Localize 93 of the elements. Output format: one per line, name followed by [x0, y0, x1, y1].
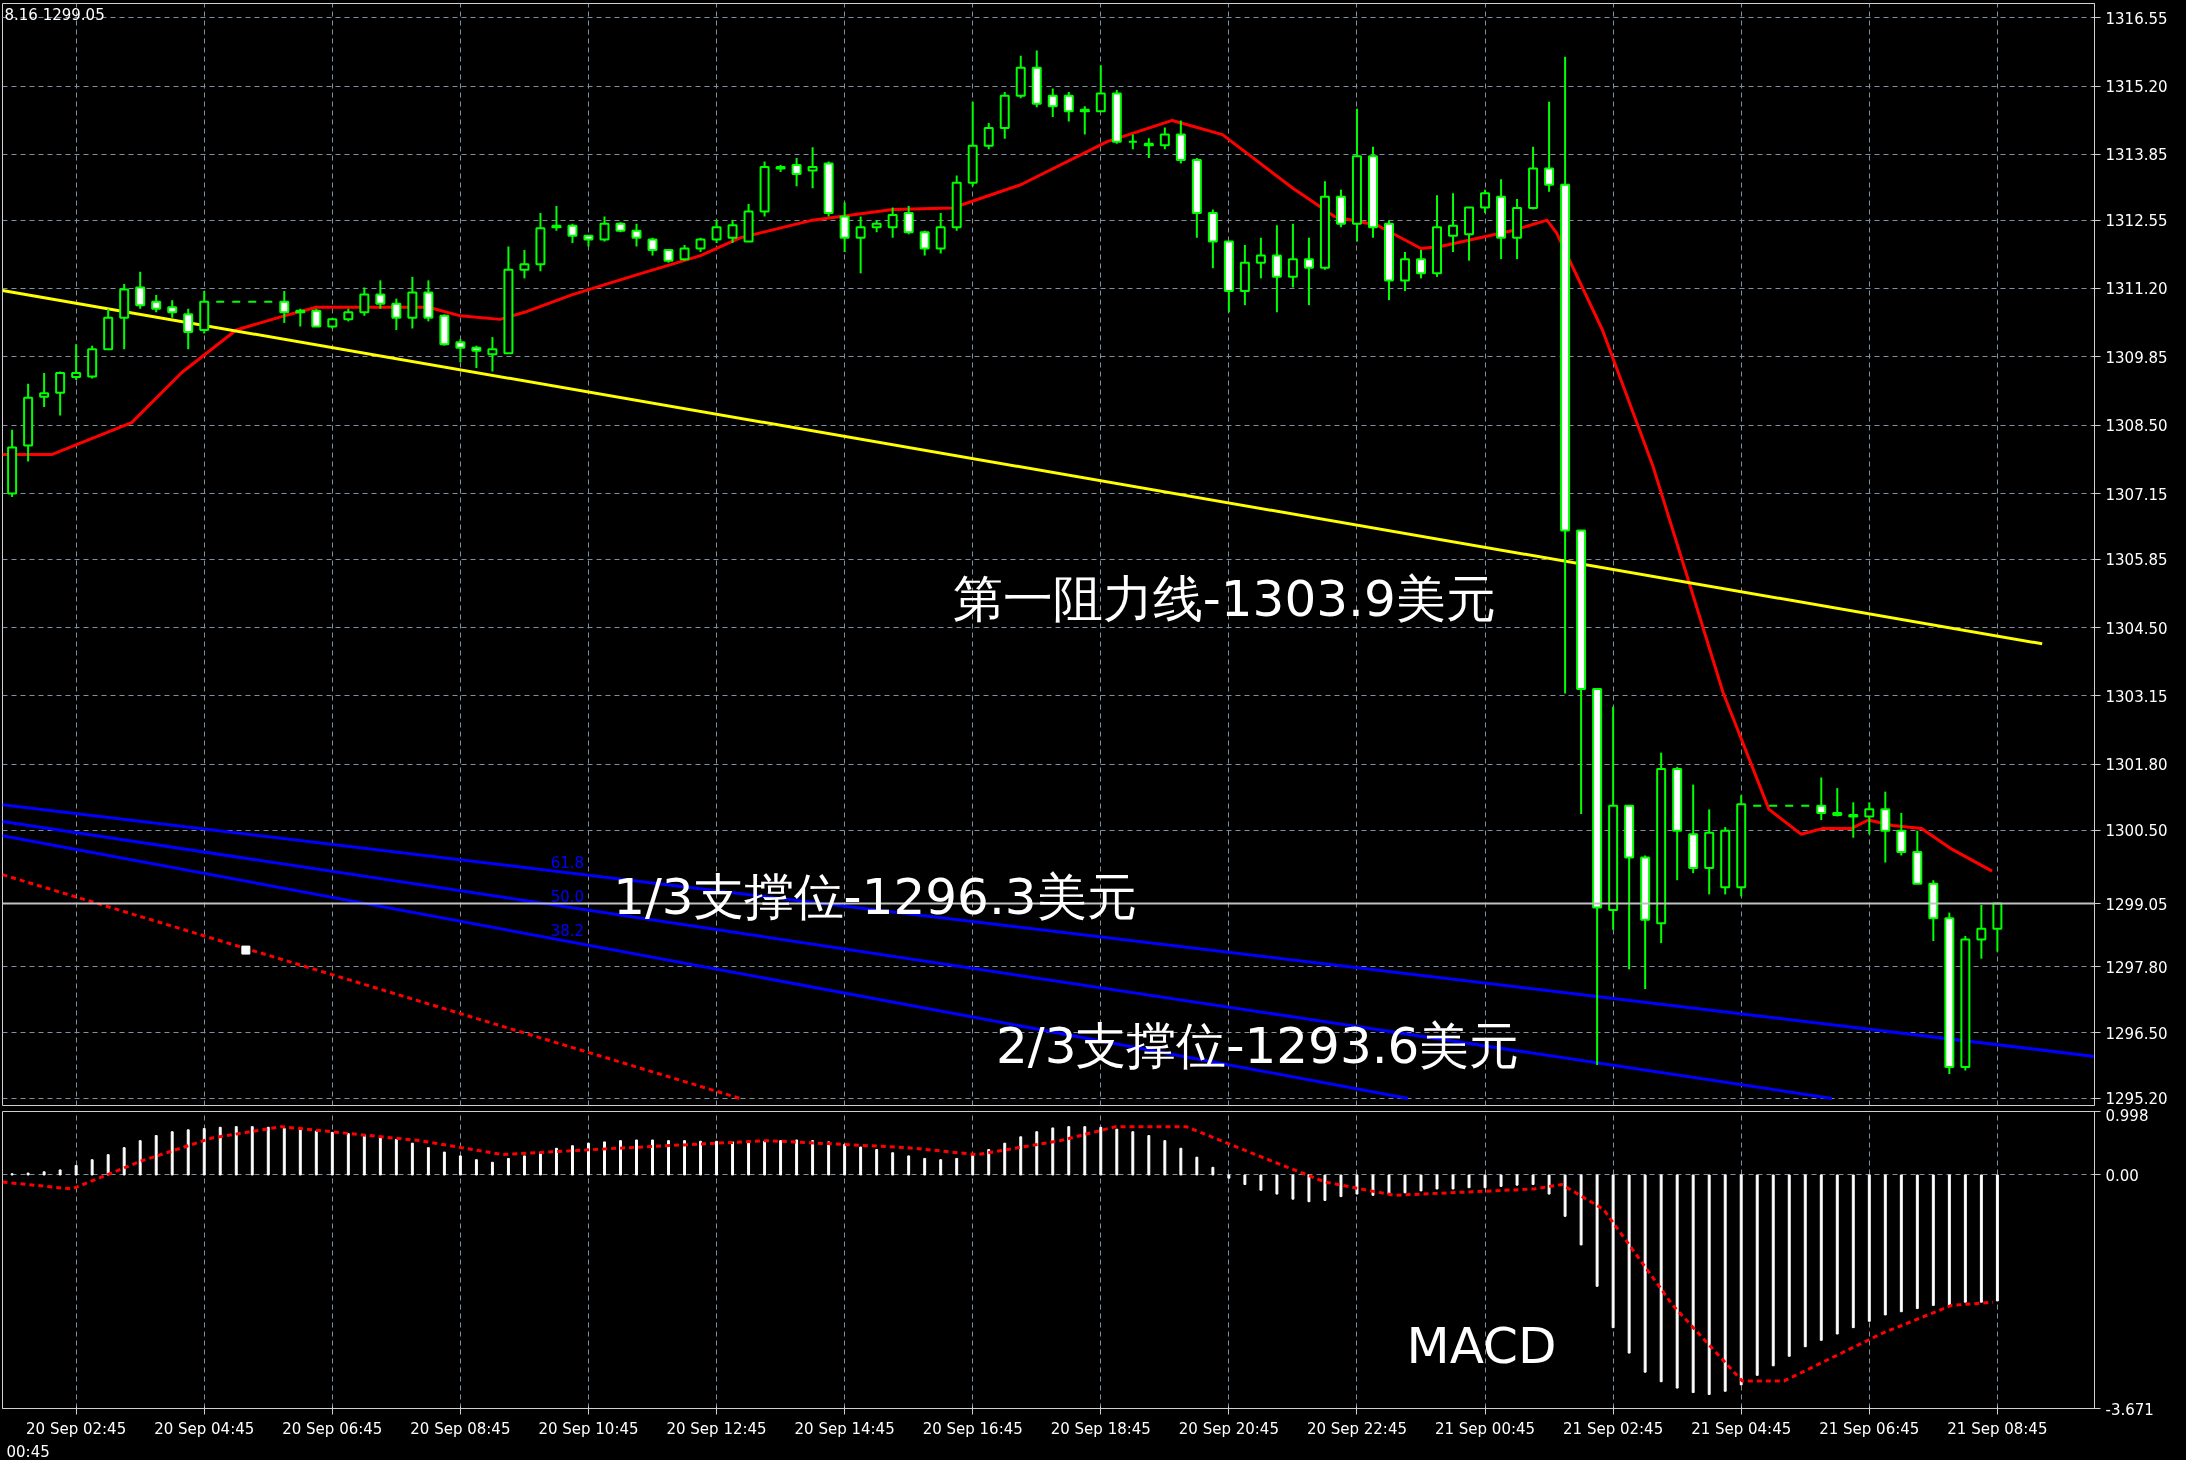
candlestick	[1047, 87, 1058, 118]
x-tick-label: 20 Sep 16:45	[922, 1419, 1023, 1438]
y-tick-label: 1312.55	[2105, 212, 2168, 231]
candlestick	[55, 370, 66, 417]
x-tick-label: 20 Sep 12:45	[666, 1419, 767, 1438]
candlestick	[631, 222, 642, 248]
candlestick	[1416, 249, 1427, 280]
candlestick	[839, 201, 850, 254]
candlestick	[1255, 236, 1266, 280]
y-tick-label: 1296.50	[2105, 1024, 2168, 1043]
y-tick-label: 1301.80	[2105, 756, 2168, 775]
candlestick	[903, 204, 914, 236]
y-tick-label: 1316.55	[2105, 9, 2168, 28]
candlestick	[1832, 787, 1843, 818]
candlestick	[1896, 811, 1907, 857]
candlestick	[887, 206, 898, 239]
candlestick	[1143, 137, 1154, 159]
annotation: MACD	[1406, 1317, 1557, 1376]
candlestick	[1271, 224, 1282, 314]
candlestick	[599, 215, 610, 243]
candlestick	[567, 222, 578, 244]
text: 00:45	[6, 1442, 50, 1461]
x-tick-label: 20 Sep 02:45	[26, 1419, 127, 1438]
series-label: 61.8	[550, 853, 585, 872]
y-tick-label: 1308.50	[2105, 417, 2168, 436]
y-tick-label: 1313.85	[2105, 146, 2168, 165]
y-tick-label: 1311.20	[2105, 280, 2168, 299]
x-tick-label: 21 Sep 08:45	[1947, 1419, 2048, 1438]
candlestick	[1399, 251, 1410, 293]
y-tick-label: 1300.50	[2105, 822, 2168, 841]
candlestick	[135, 270, 146, 310]
candlestick	[375, 279, 386, 310]
x-tick-label: 21 Sep 00:45	[1434, 1419, 1536, 1438]
y-tick-label: 1309.85	[2105, 348, 2168, 367]
candlestick	[183, 307, 194, 351]
x-tick-label: 20 Sep 04:45	[154, 1419, 255, 1438]
candlestick	[1864, 801, 1875, 836]
y-tick-label: 1295.20	[2105, 1090, 2168, 1109]
candlestick	[551, 204, 562, 232]
candlestick	[279, 290, 290, 324]
candlestick	[1079, 105, 1090, 136]
x-tick-label: 20 Sep 06:45	[282, 1419, 383, 1438]
y-tick-label: 1304.50	[2105, 619, 2168, 638]
candlestick	[935, 212, 946, 255]
candlestick	[807, 146, 818, 190]
series-label: 50.0	[550, 888, 585, 907]
candlestick	[1063, 91, 1074, 123]
y-tick-label: 1303.15	[2105, 687, 2168, 706]
series-label: 38.2	[550, 922, 585, 941]
candlestick	[39, 372, 50, 408]
candlestick	[391, 297, 402, 331]
y-tick-label: -3.671	[2105, 1400, 2154, 1419]
y-tick-label: 1305.85	[2105, 551, 2168, 570]
candlestick	[455, 338, 466, 364]
y-tick-label: 1315.20	[2105, 78, 2168, 97]
candlestick	[1287, 222, 1298, 289]
candlestick	[1095, 64, 1106, 113]
candlestick	[1480, 188, 1491, 215]
x-tick-label: 20 Sep 22:45	[1306, 1419, 1408, 1438]
annotation: 8.16 1299.05	[4, 5, 105, 24]
y-tick-label: 1307.15	[2105, 485, 2168, 504]
y-tick-label: 0.998	[2105, 1106, 2149, 1125]
candlestick	[1159, 126, 1170, 151]
candlestick	[1544, 100, 1555, 193]
y-tick-label: 0.00	[2105, 1166, 2139, 1185]
candlestick	[1976, 904, 1987, 960]
x-tick-label: 21 Sep 06:45	[1819, 1419, 1920, 1438]
annotation: 第一阻力线-1303.9美元	[952, 569, 1496, 628]
x-tick-label: 20 Sep 14:45	[794, 1419, 895, 1438]
x-tick-label: 20 Sep 08:45	[410, 1419, 511, 1438]
candlestick	[359, 286, 370, 317]
candlestick	[1816, 776, 1827, 821]
ref-line-label: 1299.05	[2105, 895, 2168, 914]
x-tick-label: 21 Sep 04:45	[1691, 1419, 1792, 1438]
candlestick	[471, 344, 482, 369]
candlestick	[519, 249, 530, 280]
y-tick-label: 1297.80	[2105, 958, 2168, 977]
x-tick-label: 20 Sep 10:45	[538, 1419, 639, 1438]
candlestick	[1448, 192, 1459, 254]
x-tick-label: 20 Sep 18:45	[1050, 1419, 1151, 1438]
candlestick	[727, 219, 738, 244]
candlestick	[983, 121, 994, 151]
candlestick	[487, 336, 498, 373]
x-tick-label: 21 Sep 02:45	[1563, 1419, 1664, 1438]
candlestick	[855, 215, 866, 275]
candlestick	[711, 219, 722, 244]
candlestick	[791, 156, 802, 188]
candlestick	[71, 343, 82, 382]
candlestick	[1303, 236, 1314, 307]
candlestick	[919, 229, 930, 257]
candlestick	[1848, 801, 1859, 839]
candlestick	[1880, 790, 1891, 864]
x-tick-label: 20 Sep 20:45	[1178, 1419, 1279, 1438]
